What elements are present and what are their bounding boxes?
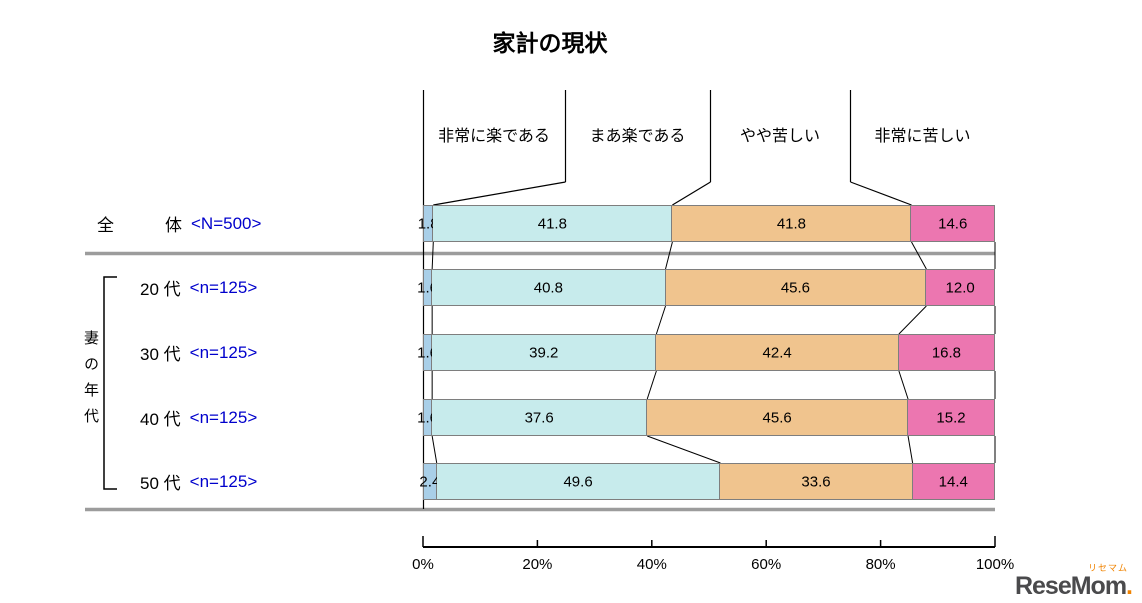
row-category-label: 50 代	[140, 474, 181, 493]
connector-line	[655, 305, 667, 335]
bar-segment: 41.8	[672, 205, 912, 242]
x-tick-label: 0%	[412, 556, 434, 573]
bar-segment: 42.4	[656, 334, 899, 371]
x-tick-label: 60%	[751, 556, 782, 573]
bar-segment: 1.8	[418, 205, 439, 242]
bar-segment: 1.6	[417, 334, 438, 371]
resemom-logo: リセマム ReseMom.	[1014, 563, 1133, 600]
bar-segment: 41.8	[433, 205, 673, 242]
segment-value: 37.6	[524, 409, 554, 426]
leader-line	[672, 181, 711, 206]
bar-segment: 45.6	[665, 269, 927, 306]
connector-line	[431, 435, 438, 464]
group-label: 妻の年代	[82, 330, 99, 434]
logo-word-text: ReseMom	[1014, 572, 1127, 600]
row-sample-size: <n=125>	[189, 277, 258, 297]
bar-segment: 1.6	[417, 399, 438, 436]
leader-line	[433, 181, 566, 206]
bar-segment: 12.0	[926, 269, 995, 306]
bar-segment: 49.6	[436, 463, 721, 500]
connector-line	[647, 435, 721, 464]
connector-line	[898, 370, 909, 400]
series-label: まあ楽である	[589, 128, 686, 145]
leader-line	[850, 181, 912, 206]
row-label: 20 代 <n=125>	[140, 269, 257, 306]
bar-segment: 16.8	[898, 334, 995, 371]
logo-dot: .	[1126, 572, 1133, 600]
segment-value: 41.8	[537, 215, 567, 232]
connector-line	[665, 241, 673, 270]
segment-value: 15.2	[936, 409, 966, 426]
series-label: 非常に苦しい	[874, 128, 971, 145]
x-tick-label: 20%	[522, 556, 553, 573]
x-tick-label: 40%	[636, 556, 667, 573]
bar-segment: 14.6	[911, 205, 995, 242]
bar-segment: 33.6	[720, 463, 913, 500]
row-sample-size: <n=125>	[189, 471, 258, 491]
row-label: 50 代 <n=125>	[140, 463, 257, 500]
stacked-bar: 1.6 39.2 42.4 16.8	[417, 334, 995, 371]
stacked-bar: 1.8 41.8 41.8 14.6	[418, 205, 995, 242]
bar-segment: 15.2	[908, 399, 995, 436]
logo-wordmark: ReseMom.	[1014, 572, 1133, 600]
row-category-label: 全 体	[97, 216, 182, 235]
group-bracket	[103, 276, 117, 490]
row-category-label: 30 代	[140, 345, 181, 364]
row-label: 全 体 <N=500>	[97, 205, 261, 242]
connector-line	[907, 435, 914, 464]
segment-value: 16.8	[931, 344, 962, 361]
segment-value: 42.4	[762, 344, 792, 361]
segment-value: 2.4	[419, 473, 441, 490]
connector-line	[898, 305, 927, 335]
segment-value: 49.6	[563, 473, 593, 490]
series-label: 非常に楽である	[438, 128, 550, 145]
row-sample-size: <n=125>	[189, 342, 258, 362]
bar-segment: 1.6	[417, 269, 438, 306]
bar-segment: 2.4	[419, 463, 440, 500]
connector-line	[646, 370, 657, 400]
bar-segment: 45.6	[647, 399, 909, 436]
bar-segment: 40.8	[432, 269, 666, 306]
connector-line	[431, 241, 434, 270]
segment-value: 12.0	[945, 279, 975, 296]
connector-line	[911, 241, 927, 270]
segment-value: 33.6	[801, 473, 831, 490]
row-sample-size: <N=500>	[191, 213, 262, 233]
x-tick-label: 80%	[865, 556, 896, 573]
segment-value: 14.4	[938, 473, 968, 490]
segment-value: 39.2	[529, 344, 559, 361]
row-category-label: 20 代	[140, 280, 181, 299]
bar-segment: 14.4	[912, 463, 995, 500]
bar-segment: 39.2	[432, 334, 657, 371]
row-label: 30 代 <n=125>	[140, 334, 257, 371]
chart-title: 家計の現状	[492, 30, 608, 56]
segment-value: 40.8	[533, 279, 563, 296]
segment-value: 45.6	[762, 409, 792, 426]
segment-value: 45.6	[780, 279, 811, 296]
x-tick-label: 100%	[975, 556, 1015, 573]
segment-value: 41.8	[776, 215, 807, 232]
row-category-label: 40 代	[140, 410, 181, 429]
bar-segment: 37.6	[432, 399, 648, 436]
row-label: 40 代 <n=125>	[140, 399, 257, 436]
series-label: やや苦しい	[739, 128, 821, 145]
stacked-bar: 1.6 40.8 45.6 12.0	[417, 269, 995, 306]
logo-kana: リセマム	[1087, 563, 1128, 573]
stacked-bar: 2.4 49.6 33.6 14.4	[419, 463, 995, 500]
stacked-bar: 1.6 37.6 45.6 15.2	[417, 399, 995, 436]
row-sample-size: <n=125>	[189, 407, 258, 427]
segment-value: 14.6	[938, 215, 968, 232]
